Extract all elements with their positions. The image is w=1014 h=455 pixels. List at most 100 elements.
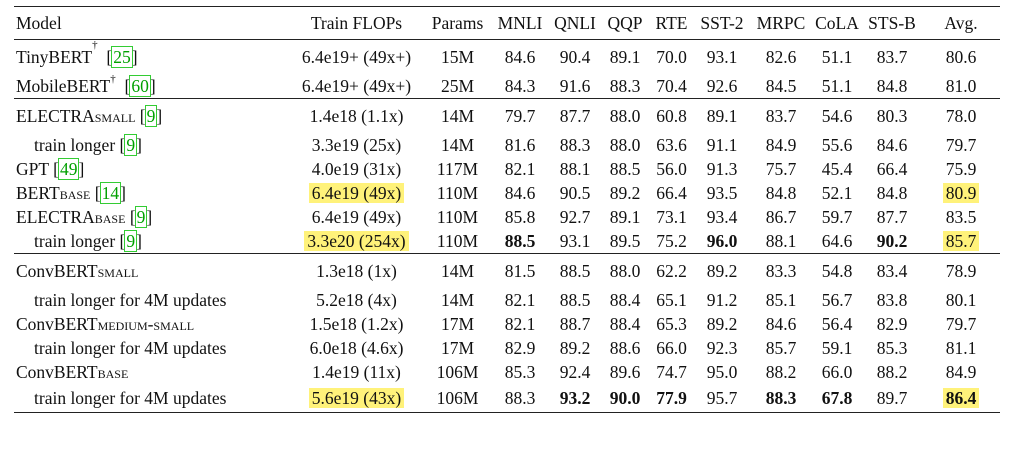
rte-cell: 62.2 [649, 253, 694, 288]
qnli-cell: 88.7 [559, 314, 591, 334]
citation-link[interactable]: 9 [124, 134, 138, 156]
stsb-cell: 80.3 [862, 98, 922, 133]
highlighted-value: 3.3e20 (254x) [304, 231, 409, 251]
flops-cell: 6.4e19 (49x) [289, 181, 424, 205]
rte-cell: 77.9 [649, 384, 694, 413]
sst2-cell: 91.1 [706, 135, 738, 155]
table-row-convbert-base-longer: train longer for 4M updates 5.6e19 (43x)… [14, 384, 1000, 413]
sst2-cell: 95.0 [706, 362, 738, 382]
mrpc-cell: 85.7 [765, 338, 797, 358]
avg-cell: 78.9 [922, 253, 1000, 288]
flops-cell: 4.0e19 (31x) [311, 159, 402, 179]
model-cell: MobileBERT† [60] [14, 73, 289, 99]
citation-close-bracket: ] [78, 159, 85, 179]
model-size-suffix: small [94, 106, 136, 126]
model-cell: train longer [9] [14, 133, 289, 157]
stsb-cell: 83.4 [862, 253, 922, 288]
citation-open-bracket: [ [119, 135, 126, 155]
table-row-electra-base-longer: train longer [9] 3.3e20 (254x) 110M 88.5… [14, 229, 1000, 254]
highlighted-value: 6.4e19 (49x) [308, 183, 405, 203]
cola-cell: 54.6 [812, 98, 862, 133]
table-row-convbert-medium-small-longer: train longer for 4M updates 6.0e18 (4.6x… [14, 336, 1000, 360]
mnli-cell: 85.8 [504, 207, 536, 227]
model-name: train longer for 4M updates [34, 290, 227, 310]
citation-open-bracket: [ [124, 76, 131, 96]
model-cell: train longer for 4M updates [14, 336, 289, 360]
citation-link[interactable]: 60 [129, 75, 151, 97]
qnli-cell: 88.5 [559, 290, 591, 310]
flops-cell: 6.4e19+ (49x+) [289, 39, 424, 74]
flops-cell: 1.4e18 (1.1x) [289, 98, 424, 133]
qqp-cell: 88.4 [609, 314, 641, 334]
stsb-cell: 89.7 [862, 384, 922, 413]
avg-cell: 78.0 [922, 98, 1000, 133]
rte-cell: 70.4 [656, 76, 687, 96]
qnli-cell: 91.6 [559, 76, 591, 96]
qnli-cell: 92.4 [559, 362, 591, 382]
params-cell: 15M [424, 39, 491, 74]
flops-cell: 5.6e19 (43x) [289, 384, 424, 413]
sst2-cell: 95.7 [694, 384, 750, 413]
sst2-cell: 93.4 [706, 207, 738, 227]
avg-cell: 79.7 [945, 135, 977, 155]
citation-link[interactable]: 9 [144, 105, 158, 127]
qnli-cell: 88.3 [559, 135, 591, 155]
flops-cell: 3.3e19 (25x) [311, 135, 402, 155]
citation-close-bracket: ] [136, 135, 142, 155]
cola-cell: 64.6 [821, 231, 853, 251]
model-cell: train longer [9] [14, 229, 289, 254]
avg-cell: 80.1 [945, 290, 977, 310]
model-name: MobileBERT [16, 76, 111, 96]
qqp-cell: 88.3 [609, 76, 641, 96]
mrpc-cell: 88.3 [750, 384, 812, 413]
model-cell: ConvBERTmedium-small [14, 312, 289, 336]
cola-cell: 45.4 [821, 159, 853, 179]
model-cell: BERTbase [14] [14, 181, 289, 205]
model-name: ConvBERT [16, 261, 98, 281]
cola-cell: 51.1 [821, 76, 853, 96]
highlighted-value: 5.6e19 (43x) [308, 388, 405, 408]
flops-cell: 3.3e20 (254x) [289, 229, 424, 254]
params-cell: 25M [440, 76, 475, 96]
qnli-cell: 92.7 [559, 207, 591, 227]
model-name: ConvBERT [16, 362, 98, 382]
rte-cell: 65.1 [656, 290, 687, 310]
cola-cell: 67.8 [812, 384, 862, 413]
mnli-cell: 81.6 [504, 135, 536, 155]
table-row-gpt: GPT [49] 4.0e19 (31x) 117M 82.1 88.1 88.… [14, 157, 1000, 181]
qnli-cell: 93.2 [549, 384, 601, 413]
mnli-cell: 81.5 [491, 253, 549, 288]
avg-cell: 84.9 [945, 362, 977, 382]
model-size-suffix: medium-small [97, 314, 195, 334]
model-cell: train longer for 4M updates [14, 384, 289, 413]
params-cell: 14M [424, 253, 491, 288]
stsb-cell: 82.9 [876, 314, 908, 334]
rte-cell: 74.7 [656, 362, 687, 382]
sst2-cell: 89.1 [694, 98, 750, 133]
sst2-cell: 93.1 [694, 39, 750, 74]
citation-link[interactable]: 25 [111, 46, 133, 68]
header-mrpc: MRPC [750, 6, 812, 40]
avg-cell: 75.9 [945, 159, 977, 179]
stsb-cell: 84.8 [876, 76, 908, 96]
mnli-cell: 85.3 [504, 362, 536, 382]
qnli-cell: 88.1 [559, 159, 591, 179]
qqp-cell: 89.2 [609, 183, 641, 203]
model-name: BERT [16, 183, 60, 203]
header-stsb: STS-B [862, 6, 922, 40]
params-cell: 110M [436, 207, 479, 227]
citation-link[interactable]: 9 [134, 206, 148, 228]
citation-close-bracket: ] [131, 47, 138, 67]
citation-link[interactable]: 14 [99, 182, 122, 204]
citation-open-bracket: [ [106, 47, 113, 67]
mrpc-cell: 83.3 [750, 253, 812, 288]
sst2-cell: 89.2 [706, 314, 738, 334]
citation-link[interactable]: 9 [124, 230, 138, 252]
sst2-cell: 93.5 [706, 183, 738, 203]
citation-link[interactable]: 49 [57, 158, 80, 180]
rte-cell: 63.6 [656, 135, 687, 155]
model-cell: ELECTRAbase [9] [14, 205, 289, 229]
header-params: Params [424, 6, 491, 40]
avg-cell: 80.9 [922, 181, 1000, 205]
avg-cell: 81.1 [945, 338, 977, 358]
